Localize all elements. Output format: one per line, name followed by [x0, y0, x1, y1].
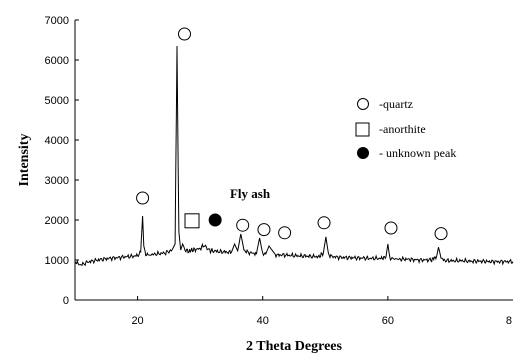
y-tick-label: 3000	[45, 175, 69, 187]
x-tick-label: 60	[382, 315, 394, 327]
legend-anorthite-label: -anorthite	[379, 122, 426, 136]
x-tick-label: 20	[131, 315, 143, 327]
quartz-marker	[434, 227, 448, 241]
quartz-marker	[317, 216, 331, 230]
quartz-marker	[136, 191, 150, 205]
y-tick-label: 5000	[45, 95, 69, 107]
legend: -quartz -anorthite - unknown peak	[355, 97, 456, 160]
legend-anorthite-marker	[355, 122, 370, 137]
y-axis-title: Intensity	[17, 134, 32, 187]
y-tick-label: 2000	[45, 215, 69, 227]
legend-quartz-label: -quartz	[379, 97, 413, 111]
y-tick-label: 4000	[45, 135, 69, 147]
x-axis: 20 40 60 8	[131, 296, 512, 327]
y-axis: 0 1000 2000 3000 4000 5000 6000 7000	[45, 15, 79, 307]
x-tick-label: 8	[506, 315, 512, 327]
quartz-marker	[178, 27, 191, 41]
quartz-marker	[384, 221, 398, 235]
y-tick-label: 7000	[45, 15, 69, 27]
series-line	[74, 45, 514, 267]
legend-quartz-marker	[357, 98, 369, 110]
anorthite-marker	[184, 213, 200, 229]
quartz-marker	[236, 218, 250, 232]
quartz-marker	[278, 226, 292, 240]
unknown-peak-marker	[208, 213, 222, 227]
y-tick-label: 6000	[45, 55, 69, 67]
x-axis-title: 2 Theta Degrees	[246, 339, 342, 354]
chart-title: Fly ash	[230, 186, 271, 201]
legend-unknown-peak-marker	[357, 147, 369, 159]
y-tick-label: 0	[63, 295, 69, 307]
y-tick-label: 1000	[45, 255, 69, 267]
peak-markers	[136, 27, 448, 241]
plot-area	[74, 20, 513, 301]
legend-unknown-peak-label: - unknown peak	[379, 146, 456, 160]
x-tick-label: 40	[257, 315, 269, 327]
quartz-marker	[257, 223, 271, 237]
